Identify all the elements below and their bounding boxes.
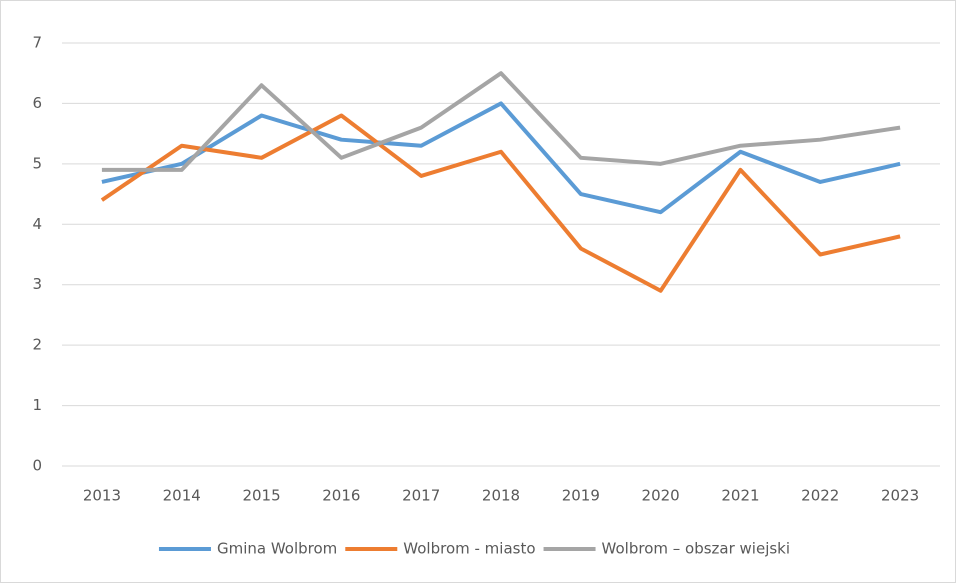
- y-tick-label: 2: [32, 336, 42, 354]
- y-tick-label: 0: [32, 457, 42, 475]
- legend-label: Wolbrom - miasto: [403, 540, 535, 558]
- x-tick-label: 2015: [242, 487, 280, 505]
- x-tick-label: 2019: [562, 487, 600, 505]
- series-line: [101, 71, 901, 172]
- y-tick-label: 4: [32, 215, 42, 233]
- x-tick-label: 2020: [642, 487, 680, 505]
- x-tick-label: 2013: [83, 487, 121, 505]
- legend: Gmina Wolbrom Wolbrom - miasto Wolbrom – o…: [158, 540, 791, 558]
- x-tick-label: 2023: [881, 487, 919, 505]
- series-line: [100, 113, 901, 293]
- legend-label: Gmina Wolbrom: [217, 540, 337, 558]
- x-tick-label: 2014: [163, 487, 201, 505]
- x-tick-label: 2016: [322, 487, 360, 505]
- lines: [100, 71, 901, 293]
- legend-label: Wolbrom – obszar wiejski: [602, 540, 791, 558]
- y-tick-label: 1: [32, 396, 42, 414]
- x-tick-label: 2021: [721, 487, 759, 505]
- y-tick-label: 6: [32, 94, 42, 112]
- grid: 0 1 2 3 4 5 6 7 2013 2014 2015 2016 2017 2018 2019 2020…: [32, 34, 940, 505]
- y-tick-label: 7: [32, 34, 42, 52]
- series-line: [101, 101, 901, 215]
- y-tick-label: 3: [32, 275, 42, 293]
- x-tick-label: 2022: [801, 487, 839, 505]
- x-tick-label: 2017: [402, 487, 440, 505]
- x-tick-label: 2018: [482, 487, 520, 505]
- y-tick-label: 5: [32, 154, 42, 172]
